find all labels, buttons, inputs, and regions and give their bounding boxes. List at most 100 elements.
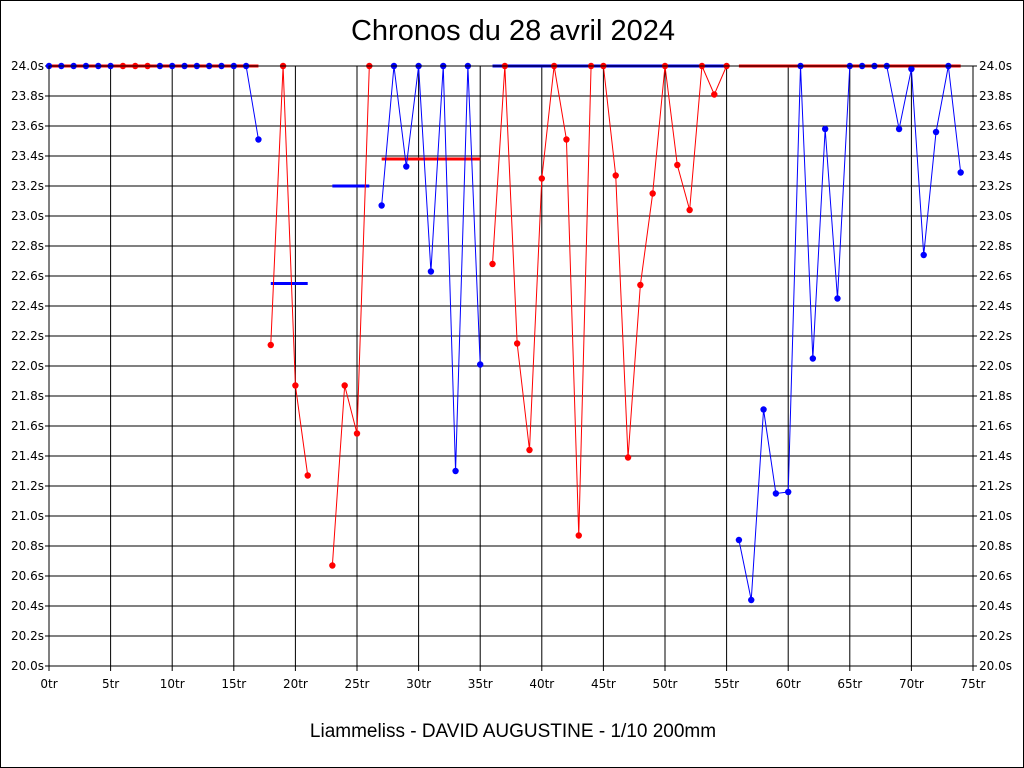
y-tick-label-right: 20.8s — [979, 539, 1012, 553]
y-tick-label-right: 21.6s — [979, 419, 1012, 433]
data-point — [427, 268, 435, 275]
y-tick-label-right: 21.0s — [979, 509, 1012, 523]
y-tick-label-right: 22.6s — [979, 269, 1012, 283]
x-tick-label: 60tr — [776, 677, 801, 691]
data-point — [735, 536, 743, 544]
y-tick-label-left: 21.4s — [11, 449, 44, 463]
y-tick-label-left: 20.4s — [11, 599, 44, 613]
y-tick-label-left: 20.8s — [11, 539, 44, 553]
data-point — [575, 532, 582, 539]
data-point — [513, 340, 521, 347]
data-point — [452, 467, 459, 475]
x-tick-label: 0tr — [40, 677, 57, 691]
data-point — [908, 65, 915, 73]
y-tick-label-left: 24.0s — [11, 59, 44, 73]
x-tick-label: 10tr — [160, 677, 185, 691]
data-point — [895, 125, 903, 133]
chart-title: Chronos du 28 avril 2024 — [350, 15, 676, 47]
data-point — [329, 562, 336, 569]
series-group — [45, 62, 964, 604]
data-point — [809, 355, 817, 362]
series-segment — [489, 62, 730, 539]
series-segment — [329, 62, 373, 569]
plot-border — [48, 65, 974, 667]
y-tick-label-right: 20.0s — [979, 659, 1012, 673]
y-tick-label-left: 20.0s — [11, 659, 44, 673]
data-point — [255, 136, 262, 143]
y-tick-label-right: 21.2s — [979, 479, 1012, 493]
y-tick-label-left: 23.2s — [11, 179, 44, 193]
data-point — [403, 163, 410, 170]
data-point — [760, 406, 767, 413]
data-point — [267, 341, 274, 349]
y-tick-label-right: 22.0s — [979, 359, 1012, 373]
x-tick-label: 5tr — [102, 677, 119, 691]
x-tick-label: 15tr — [221, 677, 246, 691]
chart-footer: Liammeliss - DAVID AUGUSTINE - 1/10 200m… — [309, 721, 717, 742]
data-point — [341, 382, 348, 389]
data-point — [304, 472, 311, 479]
data-point — [932, 128, 940, 136]
x-tick-label: 25tr — [345, 677, 370, 691]
data-point — [563, 136, 570, 143]
x-axis-ticks: 0tr 5tr 10tr 15tr 20tr 25tr 30tr 35tr 40tr 45tr 50… — [40, 666, 986, 691]
y-tick-label-right: 23.8s — [979, 89, 1012, 103]
data-point — [637, 281, 644, 289]
data-point — [748, 596, 755, 604]
y-axis-ticks-left: 20.0s 20.2s 20.4s 20.6s 20.8s 21.0s 21.2s 21.4s… — [11, 59, 49, 673]
data-point — [834, 295, 841, 302]
y-axis-ticks-right: 20.0s 20.2s 20.4s 20.6s 20.8s 21.0s 21.2s 21.4s… — [973, 59, 1012, 673]
y-tick-label-left: 22.0s — [11, 359, 44, 373]
y-tick-label-left: 20.6s — [11, 569, 44, 583]
x-tick-label: 75tr — [961, 677, 986, 691]
y-tick-label-left: 23.0s — [11, 209, 44, 223]
data-point — [674, 161, 681, 169]
series-line — [492, 65, 728, 536]
data-point — [489, 260, 496, 268]
y-tick-label-left: 21.8s — [11, 389, 44, 403]
series-segment — [267, 62, 311, 479]
data-point — [821, 125, 829, 133]
y-tick-label-right: 20.4s — [979, 599, 1012, 613]
data-point — [612, 172, 619, 179]
x-tick-label: 40tr — [529, 677, 554, 691]
data-point — [649, 190, 656, 197]
y-tick-label-left: 22.8s — [11, 239, 44, 253]
y-tick-label-left: 22.2s — [11, 329, 44, 343]
y-tick-label-right: 22.4s — [979, 299, 1012, 313]
x-tick-label: 35tr — [468, 677, 493, 691]
data-point — [772, 490, 780, 497]
x-tick-label: 50tr — [653, 677, 678, 691]
y-tick-label-right: 22.2s — [979, 329, 1012, 343]
data-point — [711, 91, 718, 98]
series-line — [331, 65, 370, 566]
x-tick-label: 55tr — [714, 677, 739, 691]
y-tick-label-right: 20.6s — [979, 569, 1012, 583]
y-tick-label-right: 21.4s — [979, 449, 1012, 463]
data-point — [378, 202, 385, 209]
series-line — [159, 65, 259, 140]
y-tick-label-right: 21.8s — [979, 389, 1012, 403]
data-point — [353, 430, 361, 437]
y-tick-label-left: 20.2s — [11, 629, 44, 643]
y-tick-label-left: 21.0s — [11, 509, 44, 523]
x-tick-label: 20tr — [283, 677, 308, 691]
y-tick-label-right: 23.6s — [979, 119, 1012, 133]
y-tick-label-right: 20.2s — [979, 629, 1012, 643]
y-tick-label-right: 23.4s — [979, 149, 1012, 163]
y-tick-label-left: 21.2s — [11, 479, 44, 493]
y-tick-label-right: 23.2s — [979, 179, 1012, 193]
data-point — [477, 361, 484, 368]
x-tick-label: 70tr — [899, 677, 924, 691]
y-tick-label-left: 21.6s — [11, 419, 44, 433]
x-tick-label: 65tr — [837, 677, 862, 691]
average-lines — [49, 64, 961, 285]
data-point — [785, 488, 792, 496]
series-line — [270, 65, 309, 476]
data-point — [920, 251, 927, 259]
x-tick-label: 30tr — [406, 677, 431, 691]
data-point — [538, 175, 545, 182]
grid-lines — [48, 65, 974, 667]
